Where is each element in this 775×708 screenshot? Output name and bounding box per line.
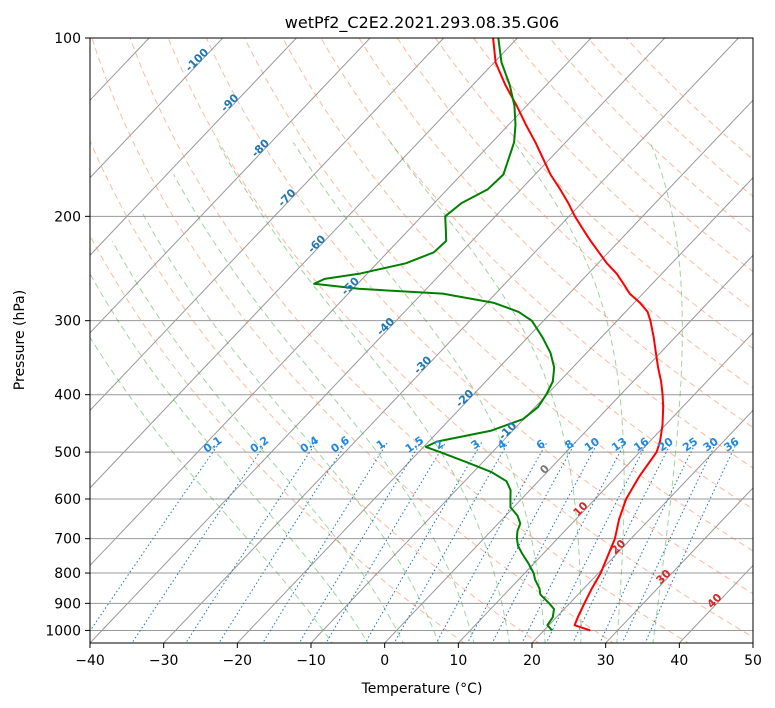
dry-adiabat (358, 38, 753, 429)
moist-adiabat (140, 209, 440, 643)
moist-adiabat (90, 272, 369, 643)
y-tick-label: 1000 (45, 623, 81, 639)
y-tick-label: 300 (54, 314, 81, 330)
x-tick-label: −10 (296, 653, 326, 669)
y-axis-title: Pressure (hPa) (12, 290, 28, 390)
mixing-ratio-line (90, 441, 221, 632)
moist-adiabat (90, 336, 333, 643)
isotherm-line (531, 409, 753, 643)
dry-adiabat (549, 38, 753, 235)
plot-frame (89, 37, 754, 644)
x-tick-label: 10 (449, 653, 467, 669)
isotherm-line (90, 38, 298, 257)
mixing-ratio-line (621, 441, 718, 643)
mixing-ratio-line (262, 441, 389, 643)
mixing-ratio-line (325, 441, 447, 643)
dry-adiabat (587, 38, 753, 197)
isotherm-line (90, 38, 224, 179)
chart-title: wetPf2_C2E2.2021.293.08.35.G06 (285, 13, 559, 33)
mixing-ratio-line (364, 441, 483, 643)
dry-adiabat (90, 139, 540, 643)
moist-adiabat (217, 142, 510, 643)
mixing-ratio-line (393, 441, 510, 643)
moist-adiabat (649, 142, 683, 643)
mixing-ratio-line (298, 441, 422, 643)
x-tick-label: 0 (380, 653, 389, 669)
isotherm-line (90, 38, 519, 489)
dry-adiabat (243, 38, 753, 552)
isotherm-line (90, 38, 445, 412)
y-tick-label: 700 (54, 532, 81, 548)
mixing-ratio-line (466, 441, 577, 643)
dry-adiabat (625, 38, 753, 160)
x-tick-label: −20 (223, 653, 253, 669)
moist-adiabat (292, 142, 546, 643)
y-tick-label: 100 (54, 31, 81, 47)
isotherm-line (604, 487, 753, 643)
y-tick-label: 200 (54, 209, 81, 225)
isotherm-line (162, 38, 740, 643)
y-tick-label: 800 (54, 566, 81, 582)
background-lines (90, 38, 753, 643)
moist-adiabat (513, 142, 625, 643)
isotherm-line (310, 177, 753, 643)
isotherm-line (236, 99, 753, 643)
mixing-ratio-line (491, 441, 599, 643)
y-tick-label: 600 (54, 492, 81, 508)
mixing-ratio-line (644, 441, 738, 643)
mixing-ratio-line (435, 441, 548, 643)
x-axis-title: Temperature (°C) (361, 681, 483, 697)
dewpoint-profile (313, 38, 556, 632)
x-tick-label: 20 (523, 653, 541, 669)
isotherm-line (383, 254, 753, 643)
dry-adiabat (90, 234, 465, 643)
y-tick-label: 900 (54, 596, 81, 612)
mixing-ratio-line (599, 441, 697, 643)
y-axis: 1000 900 800 700 600 500 400 300 200 100 (45, 31, 90, 639)
dry-adiabat (129, 38, 690, 643)
moist-adiabat (173, 174, 475, 643)
dry-adiabat (282, 38, 753, 510)
x-tick-label: −30 (149, 653, 179, 669)
x-axis: −40 −30 −20 −10 0 10 20 30 40 50 (75, 643, 762, 669)
dry-adiabat (205, 38, 753, 595)
dry-adiabat (434, 38, 753, 350)
dry-adiabat (167, 38, 753, 638)
moist-adiabat (111, 240, 404, 643)
dry-adiabat (396, 38, 753, 389)
isotherm-line (90, 38, 666, 643)
x-tick-label: 50 (744, 653, 762, 669)
dry-adiabat (91, 38, 615, 643)
x-tick-label: 40 (670, 653, 688, 669)
x-tick-label: −40 (75, 653, 105, 669)
y-tick-label: 500 (54, 445, 81, 461)
dry-adiabat (510, 38, 753, 273)
isotherm-line (90, 38, 371, 334)
moist-adiabat (389, 142, 582, 643)
y-tick-label: 400 (54, 388, 81, 404)
temperature-profile (492, 38, 665, 632)
x-tick-label: 30 (597, 653, 615, 669)
profile-lines (313, 38, 665, 632)
